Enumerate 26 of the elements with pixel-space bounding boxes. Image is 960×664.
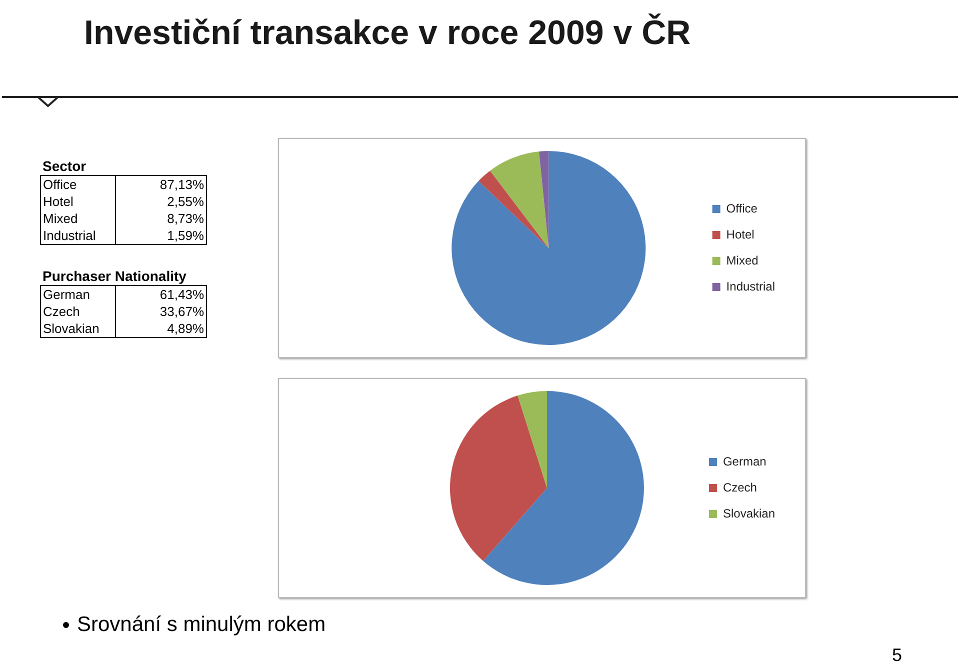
text: Investiční transakce v roce 2009 v ČR bbox=[84, 14, 691, 53]
text: 5 bbox=[892, 645, 902, 664]
legend-label: Office bbox=[726, 201, 758, 216]
category-label: Office bbox=[40, 176, 116, 193]
legend-label: Hotel bbox=[726, 227, 754, 242]
text: 1,59% bbox=[167, 228, 204, 243]
category-label: Hotel bbox=[40, 193, 116, 210]
legend-label: Slovakian bbox=[722, 506, 775, 520]
category-label: German bbox=[40, 286, 116, 303]
category-label: Mixed bbox=[40, 210, 116, 227]
text: 2,55% bbox=[167, 194, 204, 209]
category-label: Czech bbox=[40, 303, 116, 320]
text: 87,13% bbox=[160, 177, 204, 192]
category-label: Industrial bbox=[40, 227, 116, 244]
legend-label: Industrial bbox=[726, 279, 776, 294]
legend-label: Czech bbox=[722, 480, 757, 494]
text: 8,73% bbox=[167, 211, 204, 226]
legend-label: Mixed bbox=[726, 253, 758, 268]
text: 33,67% bbox=[160, 304, 204, 319]
text: Sector bbox=[42, 158, 88, 176]
text: 61,43% bbox=[160, 287, 204, 302]
category-label: Slovakian bbox=[40, 320, 116, 338]
text: Srovnání s minulým rokem bbox=[77, 613, 326, 637]
text: 4,89% bbox=[167, 321, 204, 336]
legend-label: German bbox=[722, 454, 766, 468]
text: Purchaser Nationality bbox=[42, 268, 188, 286]
